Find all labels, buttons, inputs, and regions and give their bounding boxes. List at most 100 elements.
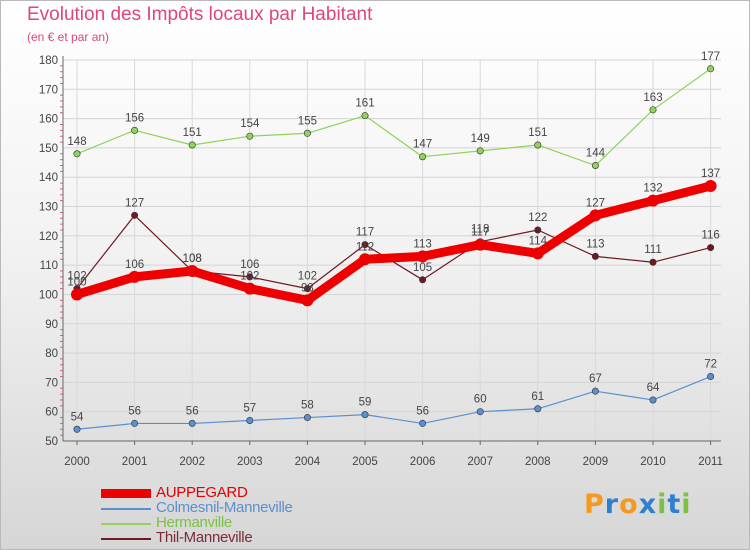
data-point-auppegard [186,265,199,278]
data-label-auppegard: 114 [529,235,548,247]
data-label-colmesnil-manneville: 60 [474,394,487,406]
y-tick-label: 60 [45,407,58,419]
logo-letter: i [657,489,668,520]
data-label-colmesnil-manneville: 59 [359,397,372,409]
data-point-thil-manneville [303,285,311,293]
data-label-hermanville: 154 [240,118,260,130]
data-label-hermanville: 144 [586,148,606,160]
x-tick-label: 2000 [64,456,90,468]
legend-swatch-colmesnil-manneville [101,508,151,510]
data-label-thil-manneville: 127 [125,197,144,209]
legend-label-colmesnil-manneville: Colmesnil-Manneville [156,499,293,516]
logo-letter: x [638,489,658,520]
data-point-hermanville [476,147,484,155]
data-point-thil-manneville [591,252,599,260]
data-point-thil-manneville [649,258,657,266]
y-tick-label: 170 [39,84,58,96]
data-label-colmesnil-manneville: 61 [531,391,544,403]
data-label-colmesnil-manneville: 56 [186,405,199,417]
data-point-colmesnil-manneville [361,411,369,419]
data-label-thil-manneville: 106 [240,259,259,271]
data-point-auppegard [704,180,717,193]
chart-subtitle: (en € et par an) [27,30,110,44]
data-point-auppegard [531,247,544,260]
series-line-thil-manneville [76,214,712,290]
y-tick-label: 50 [45,436,58,448]
data-point-auppegard [301,294,314,307]
data-point-colmesnil-manneville [188,419,196,427]
y-tick-label: 70 [45,377,58,389]
data-point-thil-manneville [419,276,427,284]
data-point-colmesnil-manneville [131,419,139,427]
data-label-colmesnil-manneville: 72 [704,359,717,371]
x-tick-label: 2007 [467,456,493,468]
y-tick-label: 90 [45,319,58,331]
data-point-colmesnil-manneville [707,373,715,381]
data-label-auppegard: 112 [356,241,374,253]
data-point-thil-manneville [131,211,139,219]
data-point-auppegard [647,194,659,207]
data-point-hermanville [73,150,81,158]
data-label-thil-manneville: 118 [471,224,489,236]
data-point-hermanville [131,126,139,134]
data-label-auppegard: 117 [471,227,489,239]
x-tick-label: 2006 [410,456,436,468]
data-label-colmesnil-manneville: 64 [647,382,660,394]
data-label-auppegard: 113 [413,238,431,250]
data-point-thil-manneville [707,244,715,252]
data-point-thil-manneville [361,241,369,249]
data-label-hermanville: 149 [471,133,490,145]
proxiti-logo: Proxiti [584,489,692,520]
data-point-hermanville [303,129,311,137]
data-point-auppegard [243,282,256,295]
data-point-hermanville [591,162,599,170]
data-label-colmesnil-manneville: 56 [416,405,429,417]
data-label-auppegard: 137 [701,168,720,180]
data-point-colmesnil-manneville [534,405,542,413]
logo-letter: i [681,489,692,520]
legend-swatch-auppegard [101,489,151,498]
logo-letter: t [667,489,682,520]
data-label-thil-manneville: 102 [298,271,317,283]
data-point-thil-manneville [534,226,542,234]
x-tick-label: 2009 [583,456,609,468]
chart-title: Evolution des Impôts locaux par Habitant [27,4,373,25]
data-point-colmesnil-manneville [476,408,484,416]
legend-label-hermanville: Hermanville [156,514,232,531]
data-label-thil-manneville: 108 [183,253,202,265]
data-label-hermanville: 151 [528,127,547,139]
data-point-hermanville [534,141,542,149]
data-label-thil-manneville: 116 [701,230,719,242]
legend-swatch-hermanville [101,523,151,525]
data-label-auppegard: 102 [240,271,259,283]
legend-label-thil-manneville: Thil-Manneville [156,529,253,546]
data-label-colmesnil-manneville: 54 [71,411,84,423]
data-point-auppegard [128,270,141,283]
y-tick-label: 110 [40,260,58,272]
data-point-auppegard [474,238,487,251]
data-label-auppegard: 100 [67,276,86,288]
series-line-auppegard [72,181,716,305]
x-tick-label: 2010 [640,456,666,468]
data-point-colmesnil-manneville [246,416,254,424]
data-label-thil-manneville: 102 [67,271,86,283]
data-point-colmesnil-manneville [73,425,81,433]
x-tick-label: 2003 [237,456,263,468]
y-tick-label: 100 [39,289,58,301]
data-point-colmesnil-manneville [649,396,657,404]
legend-swatch-thil-manneville [101,538,151,540]
y-tick-label: 80 [45,348,58,360]
data-label-hermanville: 155 [298,115,317,127]
y-tick-label: 120 [39,231,58,243]
y-tick-label: 140 [39,172,58,184]
data-label-hermanville: 163 [643,92,662,104]
x-tick-label: 2008 [525,456,551,468]
logo-letter: o [619,489,639,520]
data-point-hermanville [419,153,427,161]
data-label-hermanville: 156 [125,112,144,124]
logo-letter: P [584,489,605,520]
data-label-hermanville: 147 [413,139,432,151]
y-tick-label: 160 [39,114,58,126]
data-label-hermanville: 151 [183,127,202,139]
